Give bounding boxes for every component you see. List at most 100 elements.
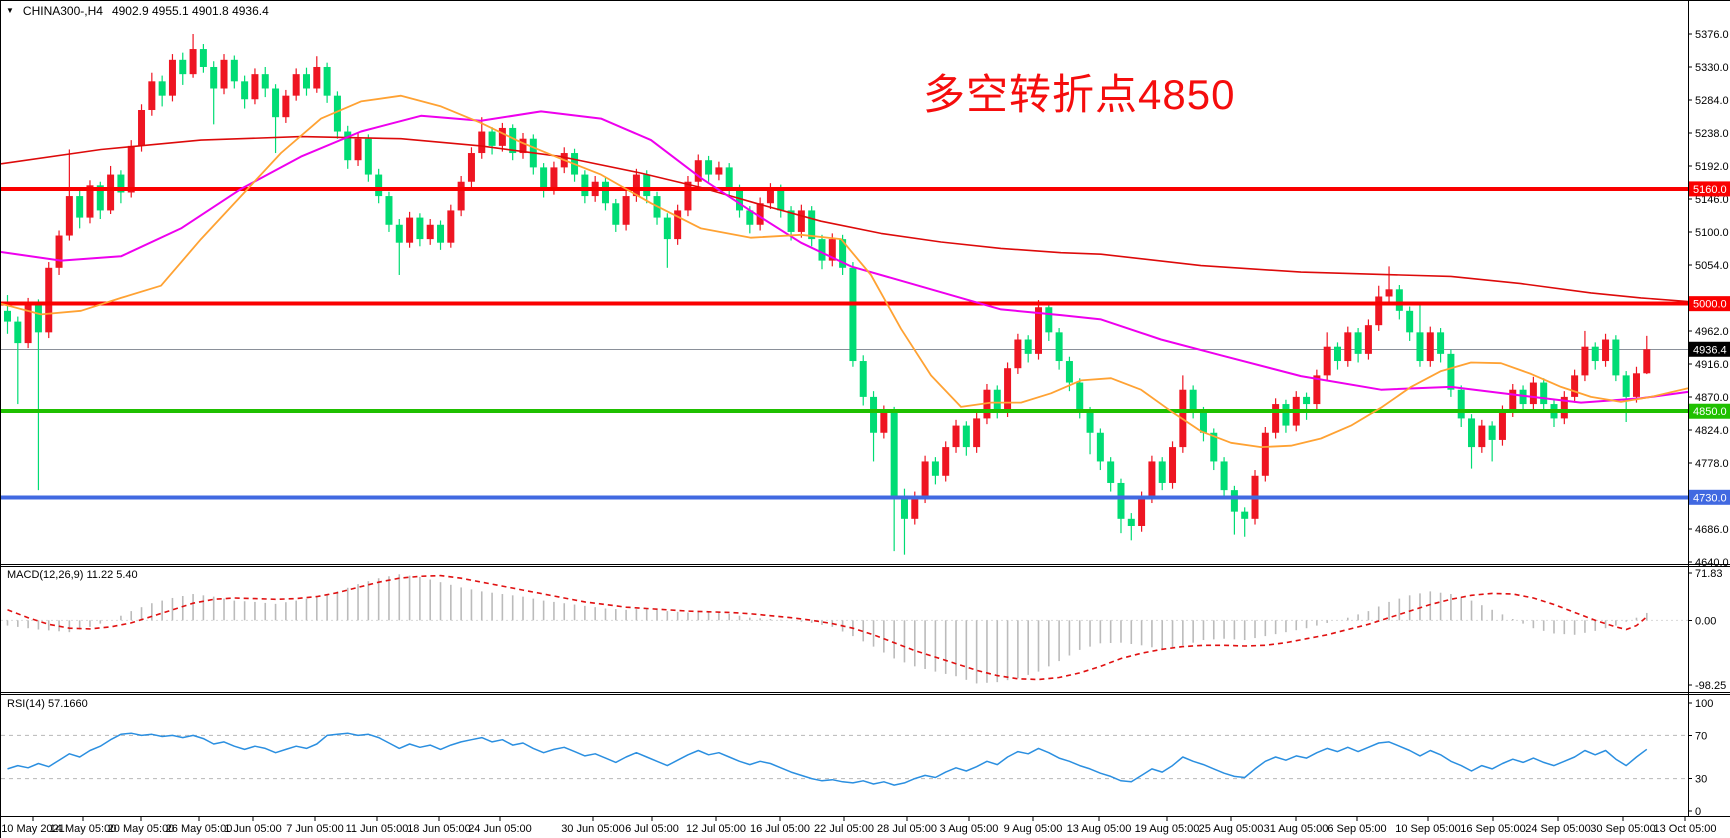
ma-slow-line xyxy=(1,135,1689,303)
candle-body xyxy=(1230,490,1238,512)
candle-body xyxy=(292,74,300,96)
candle-body xyxy=(736,188,744,211)
time-tick-label: 13 Aug 05:00 xyxy=(1067,823,1132,835)
candle-body xyxy=(168,59,176,96)
candle-body xyxy=(158,81,166,96)
candle-body xyxy=(540,167,548,189)
panel-borders xyxy=(1,1,1730,817)
candle-body xyxy=(261,74,269,89)
candle-body xyxy=(34,303,42,333)
candle-body xyxy=(725,167,733,189)
candle-body xyxy=(1622,375,1630,397)
time-tick-label: 28 Jul 05:00 xyxy=(877,823,937,835)
time-tick-label: 16 Sep 05:00 xyxy=(1460,823,1525,835)
candle-body xyxy=(4,310,11,322)
price-axis[interactable]: 5376.0 5330.0 5284.0 5238.0 5192.0 5146.0 5100… xyxy=(1688,29,1730,569)
macd-panel[interactable] xyxy=(1,574,1688,684)
candle-body xyxy=(1571,375,1579,397)
candle-body xyxy=(1354,332,1362,354)
candle-body xyxy=(509,127,517,154)
candle-body xyxy=(1096,432,1104,462)
candle-body xyxy=(323,66,331,96)
candle-body xyxy=(241,81,249,100)
current-price-badge xyxy=(1689,341,1730,357)
candle-body xyxy=(632,174,640,197)
price-tick-label: 4916.0 xyxy=(1695,359,1729,371)
time-tick-label: 18 Jun 05:00 xyxy=(407,823,471,835)
time-tick-label: 20 May 05:00 xyxy=(108,823,175,835)
candle-body xyxy=(694,160,702,182)
candle-body xyxy=(1591,346,1599,362)
candle-body xyxy=(1303,396,1311,405)
main-chart-area[interactable] xyxy=(1,33,1689,555)
candle-body xyxy=(1024,339,1032,354)
candle-body xyxy=(1447,353,1455,390)
candle-body xyxy=(478,131,486,154)
rsi-panel[interactable] xyxy=(1,732,1688,786)
time-tick-label: 24 Sep 05:00 xyxy=(1525,823,1590,835)
indicator-axes[interactable]: 71.83 0.00 -98.25 100 70 30 0 xyxy=(1688,568,1726,818)
chart-ohlc-values: 4902.9 4955.1 4901.8 4936.4 xyxy=(111,4,269,18)
annotation-text[interactable]: 多空转折点4850 xyxy=(923,71,1236,118)
rsi-tick-label: 100 xyxy=(1695,698,1713,710)
candle-body xyxy=(1189,389,1197,412)
level-5160-badge xyxy=(1689,181,1730,197)
candle-body xyxy=(107,174,115,211)
candle-body xyxy=(870,396,878,433)
rsi-line xyxy=(7,732,1648,786)
candle-body xyxy=(818,239,826,261)
candle-body xyxy=(333,95,341,132)
candle-body xyxy=(1488,425,1496,440)
candle-body xyxy=(127,145,135,193)
candle-body xyxy=(1065,361,1073,383)
candle-body xyxy=(65,196,73,236)
candle-body xyxy=(1282,404,1290,426)
candle-body xyxy=(1643,349,1651,374)
candle-body xyxy=(416,217,424,240)
candle-body xyxy=(354,138,362,161)
time-tick-label: 9 Aug 05:00 xyxy=(1004,823,1063,835)
candle-body xyxy=(705,160,713,175)
candle-body xyxy=(179,59,187,75)
ma-mid-line xyxy=(1,110,1689,404)
candle-body xyxy=(1107,461,1115,483)
symbol-dropdown-icon[interactable]: ▼ xyxy=(6,6,14,15)
price-tick-label: 5054.0 xyxy=(1695,260,1729,272)
candle-body xyxy=(1045,307,1053,333)
candle-body xyxy=(488,131,496,146)
candle-body xyxy=(622,196,630,225)
price-tick-label: 4778.0 xyxy=(1695,458,1729,470)
candle-body xyxy=(942,447,950,476)
candle-body xyxy=(612,203,620,225)
time-tick-label: 16 Jul 05:00 xyxy=(750,823,810,835)
time-tick-label: 11 Jun 05:00 xyxy=(346,823,409,835)
candle-body xyxy=(519,138,527,154)
candle-body xyxy=(993,389,1001,412)
price-tick-label: 4962.0 xyxy=(1695,326,1729,338)
candle-body xyxy=(715,167,723,175)
candle-body xyxy=(395,224,403,243)
price-tick-label: 5238.0 xyxy=(1695,128,1729,140)
macd-tick-label: 71.83 xyxy=(1695,568,1723,580)
candles[interactable] xyxy=(4,33,1651,555)
time-tick-label: 25 Aug 05:00 xyxy=(1199,823,1264,835)
candle-body xyxy=(426,224,434,240)
price-tick-label: 5100.0 xyxy=(1695,227,1729,239)
price-tick-label: 5192.0 xyxy=(1695,161,1729,173)
candle-body xyxy=(581,174,589,197)
candle-body xyxy=(1632,373,1640,397)
candle-body xyxy=(1333,346,1341,362)
chart-title: CHINA300-,H4 xyxy=(22,4,103,18)
candle-body xyxy=(746,210,754,225)
candle-body xyxy=(344,131,352,161)
candle-body xyxy=(117,174,125,193)
rsi-tick-label: 70 xyxy=(1695,730,1707,742)
candle-body xyxy=(643,174,651,197)
candle-body xyxy=(406,217,414,243)
candle-body xyxy=(1158,461,1166,483)
candle-body xyxy=(1076,382,1084,412)
candle-body xyxy=(1272,404,1280,433)
candle-body xyxy=(1086,411,1094,433)
